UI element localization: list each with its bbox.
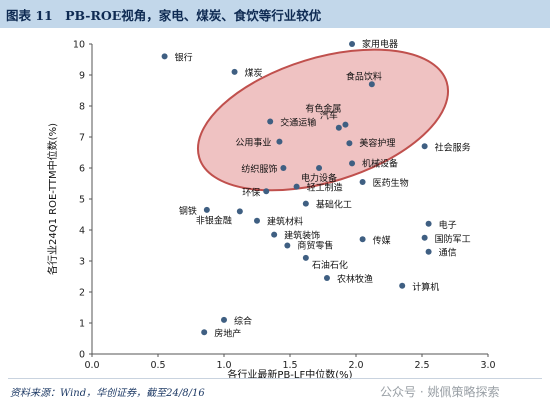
data-point — [293, 183, 300, 190]
axes — [89, 43, 489, 357]
data-point — [368, 81, 375, 88]
data-point — [342, 121, 349, 128]
data-point — [421, 143, 428, 150]
data-point — [421, 234, 428, 241]
point-label: 通信 — [439, 247, 457, 259]
data-point — [284, 242, 291, 249]
data-point — [425, 220, 432, 227]
point-label: 电力设备 — [301, 172, 337, 184]
data-point — [271, 231, 278, 238]
point-label: 医药生物 — [373, 177, 409, 189]
y-tick-label: 3 — [79, 257, 85, 268]
point-label: 建筑材料 — [267, 216, 303, 228]
data-point — [316, 165, 323, 171]
point-label: 石油石化 — [312, 259, 348, 271]
figure-label: 图表 11 — [6, 8, 53, 23]
point-label: 钢铁 — [179, 205, 197, 217]
y-tick-label: 2 — [79, 288, 85, 299]
x-tick-label: 2.0 — [348, 360, 363, 371]
data-point — [359, 178, 366, 185]
data-point — [349, 160, 356, 167]
data-point — [161, 53, 168, 60]
tick-labels: 0 1 2 3 4 5 6 7 8 9 10 0.0 0.5 1.0 1.5 2.0 2.5 3.0 — [73, 40, 496, 372]
point-label: 纺织服饰 — [241, 163, 277, 175]
x-tick-label: 2.5 — [414, 360, 429, 371]
point-label: 有色金属 — [305, 103, 341, 115]
point-label: 非银金融 — [196, 214, 232, 226]
point-label: 社会服务 — [435, 141, 471, 153]
point-label: 煤炭 — [245, 67, 263, 79]
point-label: 食品饮料 — [346, 70, 382, 82]
point-label: 农林牧渔 — [337, 273, 373, 285]
highlight-ellipse — [196, 48, 450, 192]
point-label: 基础化工 — [316, 199, 352, 211]
data-point — [276, 138, 283, 145]
point-label: 美容护理 — [359, 137, 395, 149]
point-label: 建筑装饰 — [284, 230, 320, 242]
point-label: 综合 — [234, 315, 252, 327]
data-point — [359, 236, 366, 243]
data-point — [201, 329, 208, 336]
point-label: 商贸零售 — [297, 240, 333, 252]
x-tick-label: 0.5 — [150, 360, 165, 371]
x-tick-label: 3.0 — [480, 360, 495, 371]
point-label: 机械设备 — [362, 157, 398, 169]
watermark: 公众号 · 姚佩策略探索 — [380, 385, 500, 399]
data-point — [349, 41, 356, 47]
data-point — [302, 200, 309, 207]
data-point — [231, 68, 238, 75]
data-point — [236, 208, 243, 215]
point-label: 汽车 — [320, 110, 338, 122]
point-label: 国防军工 — [435, 233, 471, 245]
y-tick-label: 7 — [79, 133, 85, 144]
data-point — [254, 217, 260, 224]
x-tick-label: 0.0 — [84, 360, 99, 371]
highlight-ellipse-layer — [196, 48, 450, 192]
x-axis-title: 各行业最新PB-LF中位数(%) — [227, 368, 352, 380]
data-point — [346, 140, 353, 147]
data-point — [221, 316, 227, 323]
y-tick-label: 1 — [79, 319, 85, 330]
figure-title: PB-ROE视角，家电、煤炭、食饮等行业较优 — [65, 8, 322, 23]
y-axis-title: 各行业24Q1 ROE-TTM中位数(%) — [46, 123, 59, 275]
data-points — [161, 41, 432, 336]
data-point — [302, 254, 309, 261]
point-label: 轻工制造 — [307, 182, 343, 194]
point-label: 环保 — [242, 186, 260, 198]
data-point — [267, 118, 274, 125]
data-point — [280, 165, 287, 171]
source-note: 资料来源：Wind，华创证券，截至24/8/16 — [10, 388, 205, 399]
point-label: 房地产 — [214, 327, 241, 339]
data-point — [399, 282, 406, 289]
y-tick-label: 5 — [79, 195, 85, 206]
y-tick-label: 0 — [79, 350, 85, 361]
y-tick-label: 6 — [79, 164, 85, 175]
data-point — [323, 275, 330, 282]
data-point — [263, 188, 270, 195]
x-tick-label: 1.0 — [216, 360, 231, 371]
data-point — [425, 248, 432, 255]
data-point — [203, 206, 210, 213]
point-label: 传媒 — [373, 234, 391, 246]
point-label: 交通运输 — [280, 117, 316, 129]
data-point — [335, 124, 342, 131]
y-tick-label: 9 — [79, 71, 85, 82]
point-label: 计算机 — [412, 281, 439, 293]
figure-title-bar: 图表 11 PB-ROE视角，家电、煤炭、食饮等行业较优 — [0, 0, 550, 28]
point-label: 家用电器 — [362, 38, 398, 50]
y-tick-label: 8 — [79, 102, 85, 113]
footer-divider — [8, 378, 542, 379]
x-tick-label: 1.5 — [282, 360, 297, 371]
y-tick-label: 10 — [73, 40, 85, 51]
point-label: 公用事业 — [235, 137, 271, 149]
y-tick-label: 4 — [79, 226, 85, 237]
point-label: 银行 — [175, 51, 193, 63]
point-label: 电子 — [439, 219, 457, 231]
